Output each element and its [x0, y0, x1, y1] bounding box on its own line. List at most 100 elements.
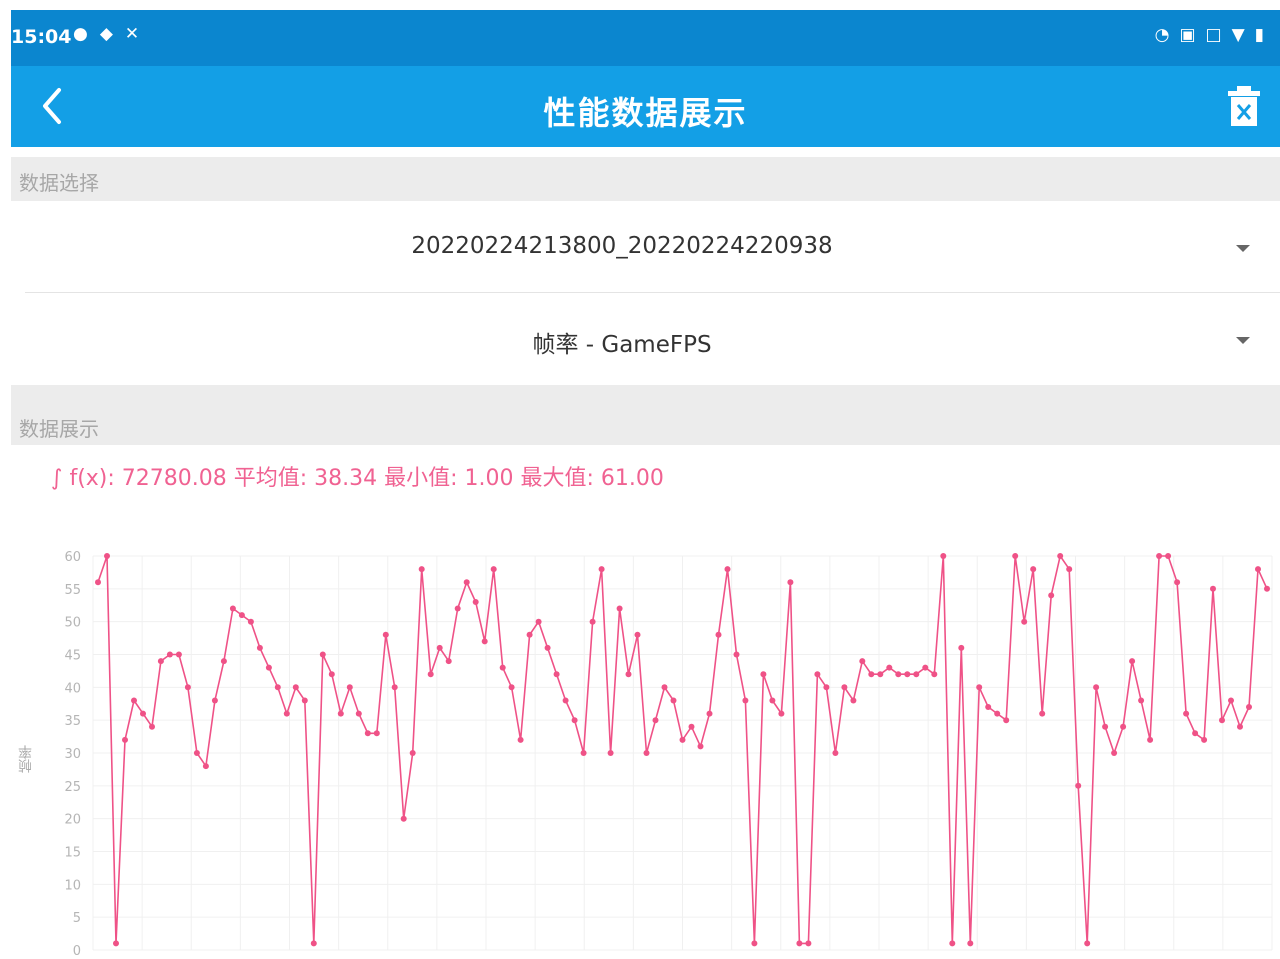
data-point — [1183, 710, 1190, 717]
data-point — [193, 750, 200, 756]
data-point — [1012, 553, 1019, 559]
data-point — [706, 710, 713, 717]
y-tick-label: 50 — [64, 616, 81, 631]
y-tick-label: 20 — [64, 813, 81, 828]
data-point — [1147, 736, 1154, 743]
status-bar: 15:04 ● ◆ ✕ ◔ ▣ □ ▼ ▮ — [11, 10, 1280, 66]
data-point — [140, 710, 146, 717]
data-point — [859, 658, 866, 665]
data-point — [1102, 723, 1109, 730]
data-point — [454, 605, 461, 612]
dropdown-arrow-icon — [1236, 337, 1250, 344]
data-point — [1156, 553, 1163, 559]
data-point — [418, 566, 425, 573]
data-point — [1021, 618, 1028, 625]
data-point — [391, 684, 398, 691]
y-tick-label: 25 — [64, 780, 81, 795]
data-point — [697, 743, 704, 750]
data-point — [652, 717, 659, 724]
data-point — [328, 671, 335, 678]
data-point — [373, 730, 380, 737]
data-point — [598, 566, 605, 573]
data-point — [805, 940, 812, 947]
data-point — [1210, 585, 1216, 592]
data-point — [355, 710, 362, 717]
data-point — [913, 671, 920, 678]
y-tick-label: 5 — [73, 911, 81, 926]
data-point — [149, 723, 155, 730]
data-point — [994, 710, 1001, 717]
nfc-icon: ▣ — [1179, 25, 1196, 45]
data-point — [1030, 566, 1037, 573]
fps-chart-svg: 0 5 10 15 20 25 30 35 40 45 50 55 60 — [64, 550, 1273, 959]
data-point — [886, 664, 893, 671]
data-point — [850, 697, 857, 704]
data-point — [1066, 566, 1073, 573]
y-tick-label: 60 — [64, 550, 81, 565]
data-point — [346, 684, 353, 691]
data-point — [679, 736, 686, 743]
data-point — [364, 730, 371, 737]
location-icon: ● — [73, 24, 88, 44]
session-select[interactable]: 20220224213800_20220224220938 — [11, 201, 1280, 293]
vibrate-icon: □ — [1205, 25, 1222, 45]
data-point — [823, 684, 830, 691]
data-point — [625, 671, 632, 678]
data-point — [778, 710, 785, 717]
data-point — [1192, 730, 1199, 737]
data-point — [607, 750, 614, 756]
data-point — [724, 566, 731, 573]
data-point — [274, 684, 281, 691]
data-point — [157, 658, 164, 665]
data-point — [319, 651, 326, 658]
data-point — [1264, 585, 1270, 592]
data-point — [409, 750, 416, 756]
dropdown-arrow-icon — [1236, 245, 1250, 252]
data-point — [643, 750, 650, 756]
data-point — [544, 644, 551, 651]
data-point — [175, 651, 182, 658]
metric-select-value: 帧率 - GameFPS — [532, 332, 712, 358]
data-point — [733, 651, 740, 658]
y-tick-label: 45 — [64, 649, 81, 664]
data-point — [796, 940, 803, 947]
data-point — [229, 605, 236, 612]
data-point — [95, 579, 101, 586]
data-point — [1084, 940, 1091, 947]
speed-icon: ◔ — [1154, 25, 1170, 45]
metric-select[interactable]: 帧率 - GameFPS — [11, 293, 1280, 385]
stats-summary: ∫ f(x): 72780.08 平均值: 38.34 最小值: 1.00 最大… — [51, 466, 664, 491]
delete-button[interactable] — [1226, 84, 1262, 128]
data-point — [113, 940, 119, 947]
data-point — [958, 644, 965, 651]
trash-icon — [1228, 86, 1260, 126]
data-select-header: 数据选择 — [11, 157, 1280, 201]
data-point — [661, 684, 668, 691]
data-point — [1039, 710, 1046, 717]
data-point — [1228, 697, 1234, 704]
data-point — [499, 664, 506, 671]
y-tick-label: 0 — [73, 944, 81, 959]
data-point — [256, 644, 263, 651]
data-point — [670, 697, 677, 704]
data-point — [535, 618, 542, 625]
data-point — [472, 599, 479, 605]
data-point — [247, 618, 254, 625]
data-point — [400, 815, 407, 822]
data-point — [877, 671, 884, 678]
data-point — [760, 671, 767, 678]
data-point — [841, 684, 848, 691]
data-point — [904, 671, 911, 678]
data-point — [832, 750, 839, 756]
data-point — [337, 710, 344, 717]
page-title: 性能数据展示 — [543, 94, 748, 132]
data-point — [868, 671, 875, 678]
data-point — [508, 684, 515, 691]
data-point — [1174, 579, 1181, 586]
back-button[interactable] — [35, 84, 75, 128]
session-select-value: 20220224213800_20220224220938 — [411, 233, 833, 259]
data-point — [301, 697, 308, 704]
data-point — [769, 697, 776, 704]
data-point — [490, 566, 497, 573]
data-point — [1201, 736, 1208, 743]
